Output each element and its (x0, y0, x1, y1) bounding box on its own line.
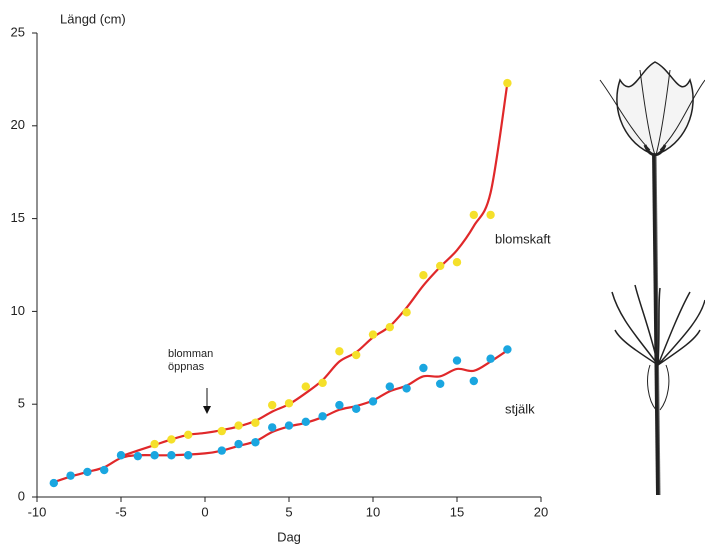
point (167, 451, 176, 460)
point (251, 438, 260, 447)
point (436, 261, 445, 271)
point (335, 400, 344, 410)
point (335, 347, 344, 356)
point (217, 426, 226, 436)
point (436, 379, 445, 388)
y-tick-label: 15 (11, 210, 25, 225)
point (385, 382, 394, 391)
point (284, 399, 294, 408)
series-label: blomskaft (495, 231, 551, 246)
point (402, 308, 411, 317)
x-tick-label: 15 (450, 504, 464, 519)
x-tick-label: 0 (201, 504, 208, 519)
point (469, 376, 478, 386)
point (83, 467, 92, 477)
point (49, 478, 58, 488)
point (66, 471, 75, 480)
fit-curve (53, 349, 509, 484)
point (452, 258, 462, 267)
point (284, 421, 294, 430)
flower-illustration (599, 61, 705, 496)
annotation: blomman öppnas (168, 348, 214, 373)
point (486, 210, 495, 220)
point (419, 271, 428, 280)
point (150, 451, 159, 460)
point (268, 423, 277, 432)
y-axis-title: Längd (cm) (60, 11, 126, 26)
y-tick-label: 25 (11, 24, 25, 39)
point (301, 417, 310, 427)
point (503, 78, 512, 88)
x-tick-label: 10 (366, 504, 380, 519)
point (116, 451, 126, 460)
point (150, 439, 159, 449)
point (318, 378, 327, 388)
point (419, 363, 428, 373)
point (452, 356, 462, 365)
point (167, 435, 176, 444)
x-tick-label: 20 (534, 504, 548, 519)
point (368, 397, 378, 406)
point (184, 451, 193, 460)
point (217, 446, 226, 455)
point (402, 384, 411, 393)
point (503, 345, 512, 354)
point (352, 350, 361, 360)
point (268, 400, 277, 410)
point (100, 465, 109, 475)
point (133, 451, 142, 461)
y-tick-label: 10 (11, 303, 25, 318)
x-tick-label: 5 (285, 504, 292, 519)
point (184, 430, 193, 440)
point (385, 322, 394, 332)
y-tick-label: 5 (18, 396, 25, 411)
x-tick-label: -10 (28, 504, 47, 519)
point (301, 382, 310, 391)
point (234, 439, 243, 449)
point (234, 421, 243, 430)
point (469, 210, 478, 220)
point (368, 330, 378, 339)
point (486, 354, 495, 363)
y-tick-label: 20 (11, 117, 25, 132)
annotation-arrowhead (203, 406, 211, 414)
point (352, 404, 361, 414)
x-axis-title: Dag (277, 529, 301, 544)
point (318, 412, 327, 421)
y-tick-label: 0 (18, 488, 25, 503)
x-tick-label: -5 (115, 504, 127, 519)
series-label: stjälk (505, 401, 535, 416)
fit-curve (120, 82, 509, 458)
point (251, 418, 260, 427)
